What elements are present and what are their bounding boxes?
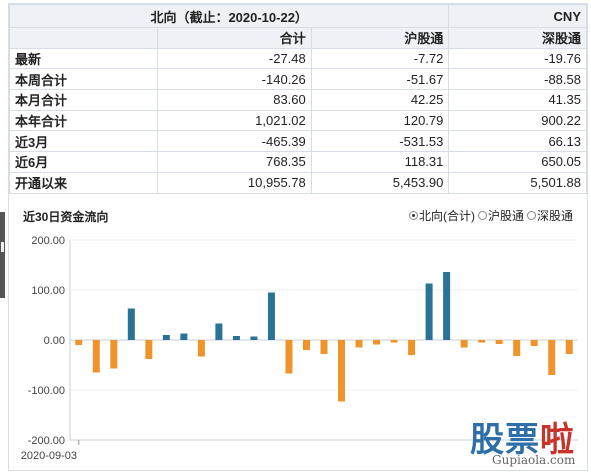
table-row: 本月合计 83.60 42.25 41.35 bbox=[9, 89, 587, 111]
bar bbox=[110, 340, 118, 369]
side-handle[interactable] bbox=[0, 212, 5, 298]
column-header: 沪股通 bbox=[310, 27, 450, 49]
bar bbox=[197, 340, 205, 357]
bar bbox=[302, 340, 310, 350]
series-selector: 北向(合计) 沪股通 深股通 bbox=[408, 207, 573, 224]
bar bbox=[530, 340, 538, 346]
bar bbox=[320, 340, 328, 354]
bar bbox=[408, 340, 416, 355]
table-title-row: 北向（截止：2020-10-22） CNY bbox=[8, 4, 587, 28]
bar bbox=[373, 340, 381, 345]
x-tick-label: 2020-09-03 bbox=[21, 450, 77, 462]
radio-northbound-total[interactable]: 北向(合计) bbox=[408, 207, 475, 224]
flow-summary-table: 北向（截止：2020-10-22） CNY 合计 沪股通 深股通 最新 -27.… bbox=[8, 4, 587, 194]
y-tick-label: -100.00 bbox=[28, 385, 65, 397]
handle-grip bbox=[1, 242, 4, 252]
cell-value: 118.31 bbox=[310, 151, 450, 173]
bar bbox=[460, 340, 468, 348]
bar bbox=[390, 340, 398, 343]
bar bbox=[478, 340, 486, 343]
cell-value: 5,453.90 bbox=[310, 171, 450, 194]
bar bbox=[267, 292, 275, 340]
radio-checked-icon bbox=[408, 211, 418, 220]
cell-value: 1,021.02 bbox=[157, 109, 312, 132]
radio-unchecked-icon bbox=[526, 211, 536, 220]
y-tick-label: 0.00 bbox=[44, 335, 65, 347]
cell-value: -51.67 bbox=[310, 68, 450, 91]
cell-value: 650.05 bbox=[448, 151, 587, 173]
table-row: 近3月 -465.39 -531.53 66.13 bbox=[9, 130, 587, 153]
radio-label: 北向(合计) bbox=[418, 209, 475, 223]
bar bbox=[355, 340, 363, 348]
y-tick-label: 100.00 bbox=[31, 285, 65, 297]
radio-label: 沪股通 bbox=[487, 209, 524, 223]
radio-label: 深股通 bbox=[536, 209, 573, 223]
currency-label: CNY bbox=[448, 4, 587, 28]
cell-value: -7.72 bbox=[310, 47, 450, 70]
bar bbox=[513, 340, 521, 356]
bar bbox=[145, 340, 153, 359]
column-header: 深股通 bbox=[448, 27, 587, 49]
table-title: 北向（截止：2020-10-22） bbox=[8, 4, 450, 28]
table-row: 本年合计 1,021.02 120.79 900.22 bbox=[9, 109, 587, 132]
table-row: 开通以来 10,955.78 5,453.90 5,501.88 bbox=[9, 171, 587, 194]
bar bbox=[285, 340, 293, 374]
watermark-brand: 股票 bbox=[470, 420, 540, 460]
row-label: 开通以来 bbox=[9, 171, 158, 194]
bar bbox=[92, 340, 100, 373]
table-row: 最新 -27.48 -7.72 -19.76 bbox=[9, 47, 587, 70]
bar bbox=[127, 308, 135, 340]
table-row: 近6月 768.35 118.31 650.05 bbox=[9, 151, 587, 173]
bar bbox=[250, 336, 258, 340]
bar bbox=[215, 323, 223, 340]
bar bbox=[425, 283, 433, 340]
row-label: 最新 bbox=[9, 47, 158, 70]
chart-title: 近30日资金流向 bbox=[23, 210, 109, 224]
y-tick-label: 200.00 bbox=[31, 235, 65, 247]
cell-value: 5,501.88 bbox=[448, 171, 587, 194]
bar bbox=[232, 336, 240, 340]
radio-shanghai-connect[interactable]: 沪股通 bbox=[477, 207, 524, 224]
site-watermark-logo: 股票啦 Gupiaola.com bbox=[470, 412, 588, 470]
bar bbox=[338, 340, 346, 402]
row-label: 近3月 bbox=[9, 130, 158, 153]
bar bbox=[548, 340, 556, 375]
bar bbox=[565, 340, 573, 354]
radio-unchecked-icon bbox=[477, 211, 487, 220]
bar bbox=[443, 272, 451, 340]
watermark-url: Gupiaola.com bbox=[492, 453, 576, 467]
bar bbox=[495, 340, 503, 344]
row-label: 近6月 bbox=[9, 151, 158, 173]
watermark-brand-highlight: 啦 bbox=[540, 420, 575, 460]
cell-value: 768.35 bbox=[157, 151, 312, 173]
northbound-flow-panel: 北向（截止：2020-10-22） CNY 合计 沪股通 深股通 最新 -27.… bbox=[8, 3, 588, 471]
empty-header-cell bbox=[9, 27, 158, 49]
cell-value: -19.76 bbox=[448, 47, 587, 70]
bar bbox=[75, 340, 83, 345]
radio-shenzhen-connect[interactable]: 深股通 bbox=[526, 207, 573, 224]
bar bbox=[180, 333, 188, 340]
bar bbox=[162, 335, 170, 340]
cell-value: 10,955.78 bbox=[157, 171, 312, 194]
y-tick-label: -200.00 bbox=[28, 435, 65, 447]
cell-value: 42.25 bbox=[310, 89, 450, 111]
